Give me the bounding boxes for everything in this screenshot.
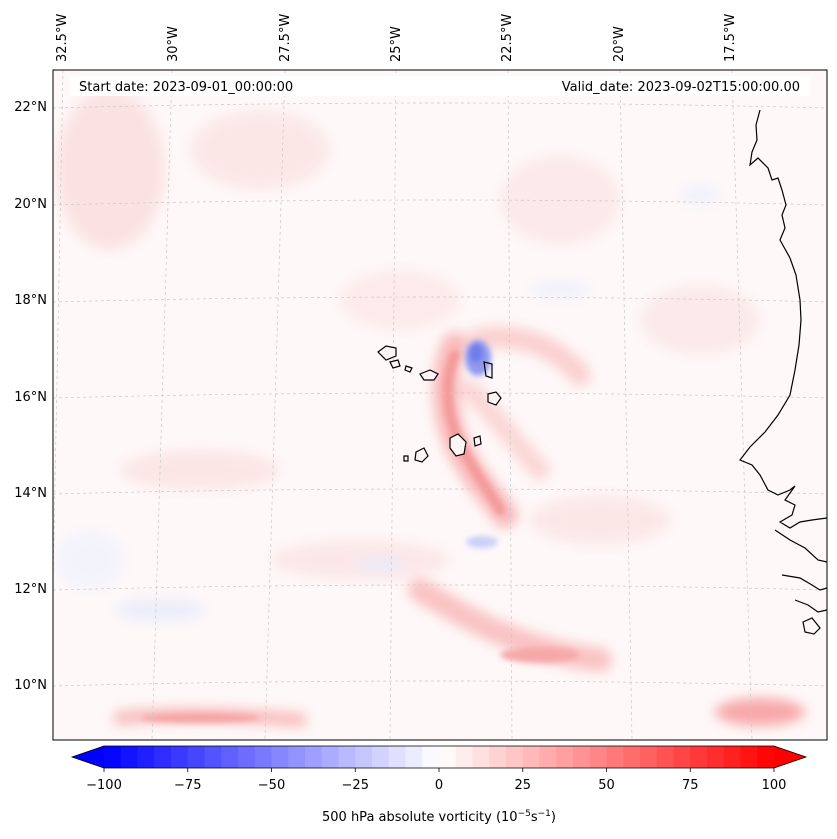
lon-label: 27.5°W [278, 14, 293, 62]
lat-label: 20°N [14, 197, 47, 212]
colorbar-bin [539, 746, 557, 768]
graticule [53, 70, 827, 740]
lat-label: 16°N [14, 390, 47, 405]
colorbar-bin [104, 746, 122, 768]
colorbar-bin [455, 746, 474, 768]
colorbar-tick-label: 100 [762, 778, 787, 793]
lat-label: 18°N [14, 293, 47, 308]
lon-label: 30°W [166, 26, 181, 62]
lon-labels: 32.5°W 30°W 27.5°W 25°W 22.5°W 20°W 17.5… [55, 14, 738, 62]
colorbar-tick-label: −75 [174, 778, 201, 793]
colorbar-bin [338, 746, 356, 768]
lat-label: 12°N [14, 582, 47, 597]
colorbar-tick-label: −100 [86, 778, 122, 793]
lon-label: 17.5°W [723, 14, 738, 62]
colorbar-tick-label: 50 [598, 778, 615, 793]
colorbar-bin [489, 746, 507, 768]
africa-coastline [739, 109, 827, 529]
colorbar-bin [522, 746, 541, 768]
colorbar-bin [506, 746, 524, 768]
valid-date-label: Valid_date: 2023-09-02T15:00:00.00 [562, 80, 800, 95]
colorbar-bin [656, 746, 675, 768]
colorbar-bin [606, 746, 624, 768]
colorbar-tick-label: 75 [682, 778, 699, 793]
lon-label: 25°W [389, 26, 404, 62]
colorbar-bin [355, 746, 373, 768]
colorbar-bin [288, 746, 306, 768]
colorbar-extend-min [72, 746, 104, 768]
colorbar-tick-label: 0 [435, 778, 443, 793]
colorbar-bin [556, 746, 574, 768]
colorbar-bin [305, 746, 323, 768]
colorbar-tick-label: 25 [514, 778, 531, 793]
colorbar-bin [740, 746, 758, 768]
colorbar-bin [589, 746, 608, 768]
colorbar-tick-label: −25 [342, 778, 369, 793]
colorbar-bin [388, 746, 407, 768]
colorbar-bin [707, 746, 725, 768]
colorbar-bin [221, 746, 239, 768]
colorbar-bin [187, 746, 206, 768]
colorbar-ticks: −100 −75 −50 −25 0 25 50 75 100 [86, 768, 786, 793]
colorbar-bin [271, 746, 289, 768]
lon-label: 20°W [612, 26, 627, 62]
colorbar-bin [154, 746, 172, 768]
colorbar-bin [640, 746, 658, 768]
colorbar-bin [723, 746, 742, 768]
colorbar-label: 500 hPa absolute vorticity (10−5s−1) [322, 809, 556, 825]
coastlines [739, 109, 827, 635]
colorbar-bin [623, 746, 641, 768]
map-frame [52, 69, 828, 741]
colorbar-bin [573, 746, 591, 768]
colorbar-bin [137, 746, 155, 768]
lat-labels: 22°N 20°N 18°N 16°N 14°N 12°N 10°N [14, 100, 47, 693]
date-banner [70, 76, 810, 96]
map-panel: Start date: 2023-09-01_00:00:00 Valid_da… [52, 69, 828, 741]
colorbar-bin [439, 746, 457, 768]
colorbar-bin [120, 746, 139, 768]
colorbar-bin [254, 746, 273, 768]
start-date-label: Start date: 2023-09-01_00:00:00 [79, 80, 293, 95]
colorbar-bin [690, 746, 708, 768]
lat-label: 10°N [14, 678, 47, 693]
cape-verde-islands [377, 345, 502, 463]
colorbar-bin [204, 746, 222, 768]
colorbar-bin [757, 746, 775, 768]
lon-label: 32.5°W [55, 14, 70, 62]
colorbar-bin [405, 746, 423, 768]
colorbar-extend-max [774, 746, 806, 768]
vorticity-field [55, 90, 805, 727]
colorbar-bin [422, 746, 440, 768]
colorbar-bin [321, 746, 340, 768]
colorbar-bin [472, 746, 490, 768]
colorbar-bin [673, 746, 691, 768]
lon-label: 22.5°W [500, 14, 515, 62]
colorbar-bin [372, 746, 390, 768]
colorbar-bin [171, 746, 189, 768]
lat-label: 14°N [14, 486, 47, 501]
colorbar-bins [104, 746, 775, 768]
colorbar: −100 −75 −50 −25 0 25 50 75 100 500 hPa absolute… [70, 745, 808, 825]
colorbar-bin [238, 746, 256, 768]
lat-label: 22°N [14, 100, 47, 115]
colorbar-tick-label: −50 [258, 778, 285, 793]
